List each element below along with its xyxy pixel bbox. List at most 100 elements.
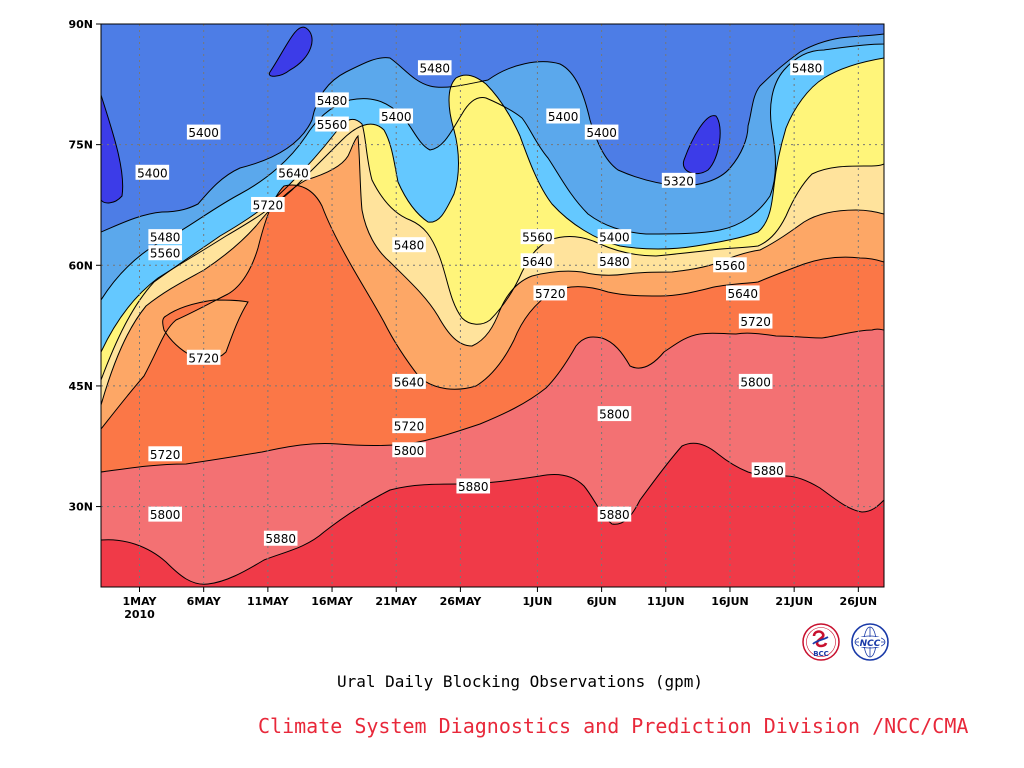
contour-line [101,24,884,430]
chart-title: Ural Daily Blocking Observations (gpm) [336,672,704,691]
x-tick-label: 6JUN [587,595,617,608]
y-tick-label: 60N [68,259,93,272]
contour-label: 5640 [278,166,309,180]
contour-label-background [520,229,555,245]
contour-label-background [790,60,824,76]
contour-label: 5480 [394,239,425,253]
contour-label-background [148,229,182,245]
x-tick-label: 16JUN [711,595,749,608]
contour-labels: 5480 5560 5480 5400 5400 5400 5320 5480 5400 5400… [135,60,824,546]
x-tick-label: 1JUN [522,595,552,608]
contour-label-background [148,245,182,261]
contour-lines [101,24,884,585]
contour-label: 5640 [728,287,759,301]
contour-label-background [276,164,311,180]
x-tick-label: 26MAY [440,595,483,608]
contour-label: 5320 [663,174,694,188]
x-tick-label: 26JUN [840,595,878,608]
x-tick-label: 1MAY [122,595,157,608]
contour-label-background [661,172,696,188]
contour-line [101,24,884,233]
contour-label: 5720 [188,351,219,365]
x-tick-sublabel: 2010 [124,608,155,621]
contour-line [101,24,884,353]
bcc-logo-text: BCC [813,650,829,658]
x-tick-label: 16MAY [311,595,354,608]
contour-label-background [392,373,426,389]
contour-label: 5560 [317,118,348,132]
contour-label: 5400 [381,110,412,124]
contour-label-background [520,253,555,269]
contour-label-background [713,257,747,273]
contour-label-background [533,285,568,301]
contour-label: 5640 [394,375,425,389]
contour-label: 5640 [522,255,553,269]
contour-label: 5560 [150,247,181,261]
x-tick-label: 11JUN [647,595,685,608]
contour-label: 5720 [394,420,425,434]
contour-label: 5800 [394,444,425,458]
contour-label-background [148,506,182,522]
y-tick-label: 30N [68,501,93,514]
contour-line [101,24,884,301]
contour-label-background [379,108,414,124]
contour-label-background [148,446,182,462]
contour-label-background [597,406,632,422]
contour-label-background [263,530,298,546]
contour-label: 5720 [150,448,181,462]
contour-label: 5800 [599,408,630,422]
plot-frame [100,23,885,588]
y-tick-label: 90N [68,18,93,31]
credit-text: Climate System Diagnostics and Predictio… [258,714,969,738]
contour-label-background [456,478,491,494]
contour-label-background [546,108,580,124]
contour-label: 5880 [458,480,489,494]
contour-line [101,24,884,585]
contour-line [101,24,884,473]
contour-label: 5400 [586,126,617,140]
contour-label: 5880 [753,464,784,478]
x-tick-label: 21MAY [375,595,418,608]
contour-label-background [597,229,632,245]
contour-label-background [726,285,760,301]
contour-label-background [417,60,452,76]
contour-label-background [738,313,773,329]
contour-label: 5720 [535,287,566,301]
contour-label: 5800 [740,375,771,389]
contour-label-background [597,506,632,522]
contour-label-background [135,164,170,180]
contour-label: 5400 [188,126,219,140]
contour-label-background [186,349,221,365]
y-tick-label: 45N [68,380,93,393]
y-tick-label: 75N [68,139,93,152]
contour-label-background [315,92,349,108]
contour-label: 5400 [137,166,168,180]
contour-label: 5400 [548,110,579,124]
contour-label: 5720 [740,315,771,329]
contour-label: 5720 [253,198,284,212]
contour-label: 5560 [522,231,553,245]
contour-label-background [597,253,632,269]
contour-label-background [251,196,285,212]
contour-line [101,24,884,381]
contour-label: 5480 [792,62,823,76]
y-axis: 30N 45N 60N 75N 90N [68,18,101,514]
x-tick-label: 11MAY [247,595,290,608]
x-tick-label: 6MAY [187,595,222,608]
contour-label: 5560 [715,259,746,273]
contour-label: 5880 [599,508,630,522]
contour-label: 5880 [265,532,296,546]
contour-label-background [392,418,426,434]
bcc-logo-icon: BCC [801,622,841,662]
contour-line [101,26,721,204]
contour-label-background [392,237,426,253]
ncc-logo-text: NCC [860,639,881,649]
contour-label: 5480 [317,94,348,108]
contour-label-background [751,462,786,478]
contour-label-background [392,442,426,458]
ncc-logo-icon: NCC [846,622,894,662]
